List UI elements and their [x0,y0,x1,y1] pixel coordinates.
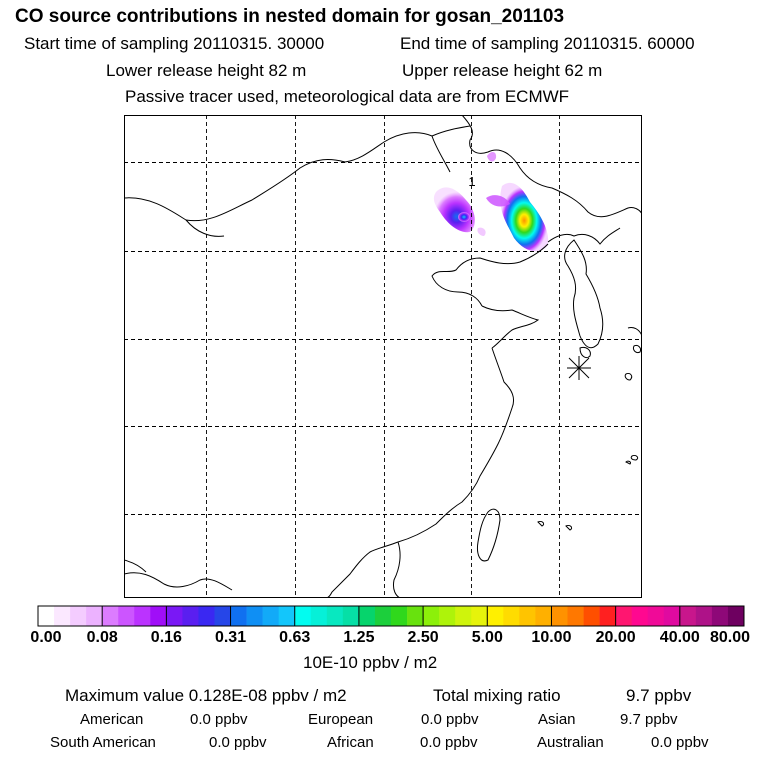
colorbar-tick-label: 80.00 [709,629,751,646]
region-south-american-name: South American [50,734,156,751]
colorbar-tick-label: 0.16 [150,629,182,646]
region-african-value: 0.0 ppbv [420,734,478,751]
total-mixing-ratio-value: 9.7 ppbv [626,686,692,705]
colorbar-swatch [583,606,600,626]
colorbar-swatch [599,606,616,626]
colorbar-swatch [679,606,697,626]
colorbar-swatch [551,606,568,626]
receptor-marker [567,356,591,380]
region-european-value: 0.0 ppbv [421,711,479,728]
colorbar-swatch [118,606,135,626]
colorbar-swatch [471,606,488,626]
region-asian-name: Asian [538,711,576,728]
colorbar-swatch [150,606,167,626]
start-time-label: Start time of sampling 20110315. 30000 [24,34,325,53]
region-asian-value: 9.7 ppbv [620,711,678,728]
colorbar-swatch [310,606,328,626]
colorbar-swatch [38,606,55,626]
colorbar-swatch [278,606,296,626]
region-african-name: African [327,734,374,751]
colorbar [37,605,745,627]
colorbar-swatch [663,606,681,626]
maximum-value: Maximum value 0.128E-08 ppbv / m2 [65,686,347,705]
colorbar-unit: 10E-10 ppbv / m2 [303,653,438,672]
colorbar-swatch [391,606,408,626]
colorbar-swatch [246,606,263,626]
tracer-note: Passive tracer used, meteorological data… [125,87,570,106]
colorbar-swatch [439,606,456,626]
colorbar-swatch [326,606,344,626]
region-american-value: 0.0 ppbv [190,711,248,728]
colorbar-tick-label: 0.08 [86,629,118,646]
lower-release-label: Lower release height 82 m [106,61,307,80]
colorbar-tick-label: 2.50 [407,629,439,646]
colorbar-swatch [230,606,247,626]
region-south-american-value: 0.0 ppbv [209,734,267,751]
region-australian-name: Australian [537,734,604,751]
colorbar-swatch [86,606,103,626]
colorbar-swatch [166,606,183,626]
colorbar-tick-label: 0.63 [279,629,311,646]
colorbar-swatch [503,606,520,626]
upper-release-label: Upper release height 62 m [402,61,603,80]
colorbar-swatch [374,606,392,626]
colorbar-swatch [358,606,376,626]
colorbar-tick-label: 40.00 [659,629,700,646]
colorbar-swatch [567,606,584,626]
region-american-name: American [80,711,144,728]
coastlines [124,115,642,598]
lat-lon-grid [124,115,642,598]
region-european-name: European [308,711,374,728]
colorbar-swatch [631,606,649,626]
colorbar-swatch [198,606,215,626]
colorbar-swatch [407,606,424,626]
colorbar-swatch [455,606,472,626]
region-australian-value: 0.0 ppbv [651,734,709,751]
colorbar-tick-label: 1.25 [343,629,375,646]
colorbar-swatch [535,606,552,626]
contour-label: 1 [468,174,475,189]
colorbar-swatch [134,606,151,626]
colorbar-swatch [70,606,87,626]
colorbar-tick-label: 5.00 [471,629,503,646]
colorbar-swatch [342,606,360,626]
total-mixing-ratio-label: Total mixing ratio [433,686,561,705]
colorbar-swatch [727,606,745,626]
colorbar-swatch [262,606,279,626]
colorbar-swatch [647,606,665,626]
colorbar-frame [37,605,745,627]
colorbar-swatch [519,606,536,626]
colorbar-swatch [182,606,199,626]
colorbar-swatch [695,606,713,626]
colorbar-swatch [711,606,729,626]
colorbar-tick-label: 0.00 [30,629,62,646]
map-frame [124,115,642,598]
colorbar-swatch [54,606,71,626]
end-time-label: End time of sampling 20110315. 60000 [400,34,695,53]
colorbar-swatch [214,606,231,626]
chart-title: CO source contributions in nested domain… [15,6,565,27]
colorbar-swatch [615,606,632,626]
colorbar-tick-label: 20.00 [595,629,636,646]
colorbar-tick-label: 10.00 [531,629,572,646]
colorbar-swatch [423,606,440,626]
concentration-plume [433,152,549,252]
colorbar-swatch [102,606,119,626]
colorbar-tick-label: 0.31 [214,629,247,646]
colorbar-swatch [487,606,504,626]
colorbar-swatch [294,606,312,626]
